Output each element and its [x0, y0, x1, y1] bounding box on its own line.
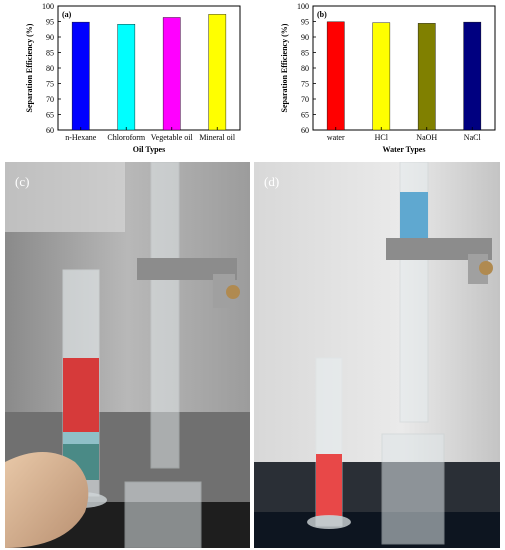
- chart-a-ytick-label: 85: [46, 49, 54, 58]
- photo-d-image: [254, 162, 500, 548]
- chart-b-ytick-label: 85: [301, 49, 309, 58]
- chart-b-ytick-label: 90: [301, 33, 309, 42]
- chart-b-xtick-label: NaOH: [416, 133, 437, 142]
- chart-b-xtick-label: NaCl: [464, 133, 482, 142]
- chart-b-xlabel: Water Types: [383, 145, 426, 154]
- chart-b-ytick-label: 100: [297, 2, 309, 11]
- chart-a-xtick-label: n-Hexane: [65, 133, 97, 142]
- chart-b-ytick-label: 65: [301, 111, 309, 120]
- chart-b-bar: [372, 22, 391, 131]
- chart-b-panel-label: (b): [317, 10, 327, 19]
- photo-c-image: [5, 162, 250, 548]
- chart-a-ytick-label: 65: [46, 111, 54, 120]
- chart-b-ylabel: Separation Efficiency (%): [280, 23, 289, 112]
- chart-a-ytick-label: 95: [46, 18, 54, 27]
- chart-a-ytick-label: 70: [46, 95, 54, 104]
- chart-a-bar: [117, 24, 136, 131]
- chart-b-ytick-label: 60: [301, 126, 309, 135]
- chart-a-panel-label: (a): [62, 10, 72, 19]
- chart-b-bar: [463, 21, 482, 131]
- chart-a-xtick-label: Mineral oil: [199, 133, 236, 142]
- chart-b-svg: 60 65 70 75 80 85 90 95 100 water HCl NaOH NaCl (b) Wa…: [280, 2, 496, 154]
- chart-b-xtick-label: HCl: [375, 133, 389, 142]
- chart-a-xtick-label: Chloroform: [107, 133, 146, 142]
- chart-b-ytick-label: 95: [301, 18, 309, 27]
- photo-c-label: (c): [15, 174, 30, 189]
- chart-a-xtick-label: Vegetable oil: [151, 133, 194, 142]
- chart-a-bar: [71, 21, 90, 131]
- photo-d: (d): [254, 162, 500, 548]
- chart-b-ytick-label: 70: [301, 95, 309, 104]
- chart-a-ytick-label: 90: [46, 33, 54, 42]
- chart-b-ytick-label: 75: [301, 80, 309, 89]
- chart-a: 60 65 70 75 80 85 90 95 100 n-Hexane Chloroform Veg…: [0, 0, 250, 160]
- chart-a-bar: [208, 14, 227, 131]
- chart-a-ytick-label: 75: [46, 80, 54, 89]
- chart-b-xtick-label: water: [327, 133, 345, 142]
- chart-b-bar: [417, 23, 436, 131]
- chart-a-svg: 60 65 70 75 80 85 90 95 100 n-Hexane Chloroform Veg…: [25, 2, 241, 154]
- chart-a-bar: [162, 17, 181, 131]
- chart-b-ytick-label: 80: [301, 64, 309, 73]
- chart-a-ytick-label: 100: [42, 2, 54, 11]
- chart-a-ytick-label: 60: [46, 126, 54, 135]
- chart-a-ylabel: Separation Efficiency (%): [25, 23, 34, 112]
- chart-b-bar: [326, 21, 345, 131]
- chart-a-xlabel: Oil Types: [133, 145, 165, 154]
- chart-a-ytick-label: 80: [46, 64, 54, 73]
- photo-c: (c): [5, 162, 250, 548]
- chart-b: 60 65 70 75 80 85 90 95 100 water HCl NaOH NaCl (b) Wa…: [255, 0, 505, 160]
- photo-d-label: (d): [264, 174, 280, 189]
